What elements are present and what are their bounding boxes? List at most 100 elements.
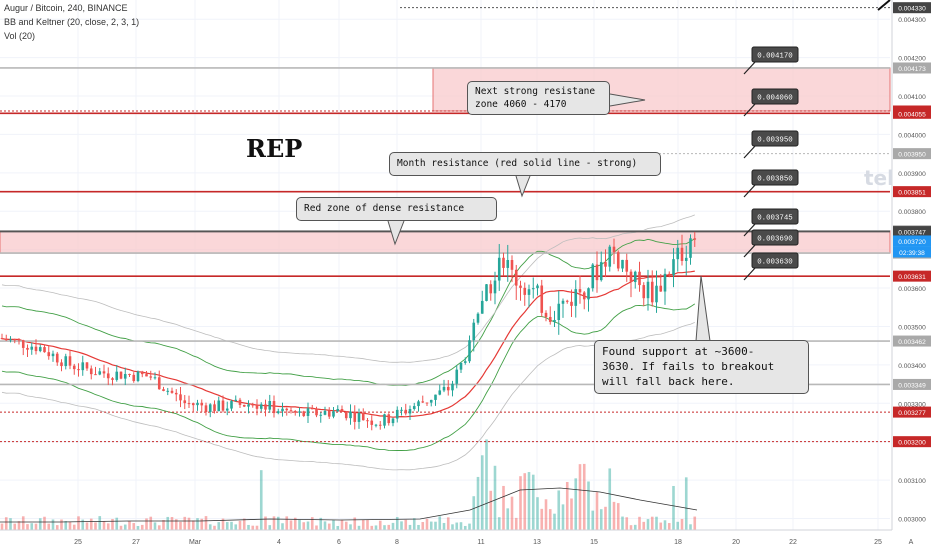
volume-bar (502, 485, 505, 530)
volume-bar (548, 509, 552, 530)
volume-bar (187, 517, 191, 530)
red-zone-callout[interactable]: Red zone of dense resistance (296, 197, 497, 221)
volume-bar (200, 518, 204, 530)
volume-bar (298, 519, 301, 530)
candle-body (166, 390, 170, 392)
found-support-callout[interactable]: Found support at ~3600- 3630. If fails t… (594, 340, 809, 394)
volume-bar (646, 519, 650, 530)
volume-bar (578, 464, 582, 530)
candle-body (417, 401, 420, 407)
candle-body (21, 340, 25, 348)
candle-body (519, 285, 522, 288)
candle-body (119, 371, 123, 379)
candle-body (94, 374, 97, 376)
time-axis: 25 27 Mar 4 6 8 11 13 15 18 20 22 25 A (0, 529, 914, 546)
found-support-pointer (695, 275, 711, 342)
volume-bar (391, 522, 395, 530)
volume-bar (234, 524, 238, 530)
indicator-vol-label[interactable]: Vol (20) (4, 31, 36, 41)
candle-body (149, 376, 153, 378)
candle-body (387, 414, 391, 424)
candle-body (230, 401, 233, 409)
price-tick-label: 0.003800 (898, 209, 926, 216)
candle-body (612, 246, 616, 253)
volume-bar (55, 525, 59, 530)
volume-bar (327, 523, 331, 530)
time-tick-label: 18 (674, 539, 682, 546)
candle-body (115, 371, 119, 380)
candle-body (0, 337, 4, 339)
candle-body (327, 410, 331, 417)
volume-bar (64, 521, 68, 530)
level-tag-box (751, 252, 799, 269)
month-resistance-callout[interactable]: Month resistance (red solid line - stron… (389, 152, 661, 176)
next-resistance-callout[interactable]: Next strong resistane zone 4060 - 4170 (467, 81, 610, 115)
volume-bar (378, 520, 382, 530)
candle-body (128, 373, 131, 375)
volume-bar (115, 517, 119, 530)
level-tag-label: 0.004060 (757, 95, 792, 103)
candle-body (621, 259, 624, 269)
candle-body (81, 362, 85, 371)
volume-bar (510, 496, 514, 530)
candle-body (272, 401, 276, 414)
candle-body (221, 400, 225, 411)
volume-bar (272, 516, 276, 530)
candle-body (72, 365, 76, 370)
level-price-label-bg (893, 148, 931, 160)
volume-bar (136, 525, 140, 530)
volume-bar (285, 516, 289, 530)
candle-body (285, 408, 289, 411)
level-tag-box (751, 130, 799, 147)
indicator-bb-label[interactable]: BB and Keltner (20, close, 2, 3, 1) (4, 17, 140, 27)
candle-body (170, 390, 174, 393)
candle-body (625, 259, 629, 272)
volume-bar (264, 516, 267, 530)
level-tag-pointer (743, 144, 757, 159)
volume-bar (608, 468, 612, 530)
candle-body (225, 408, 229, 411)
volume-bar (565, 481, 569, 530)
candle-body (340, 408, 344, 412)
candle-body (89, 368, 93, 375)
volume-bar (587, 481, 590, 530)
candle-body (604, 262, 607, 267)
candle-body (298, 411, 301, 413)
volume-bar (438, 516, 442, 530)
volume-ma-line (0, 487, 698, 523)
volume-bar (268, 525, 272, 530)
candle-body (383, 414, 386, 426)
price-tick-label: 0.003100 (898, 478, 926, 485)
candle-body (667, 273, 671, 276)
last-price-label-bg (893, 235, 931, 247)
volume-bar (247, 524, 250, 530)
bb-upper-band (1, 238, 696, 386)
volume-bar (17, 521, 21, 530)
candle-body (400, 409, 403, 411)
volume-bar (442, 522, 446, 530)
volume-bar (68, 521, 72, 530)
candle-body (429, 399, 433, 403)
candle-body (255, 404, 259, 409)
volume-bar (174, 519, 178, 530)
level-tag-box (751, 88, 799, 105)
volume-bar (38, 518, 42, 530)
volume-bar (281, 523, 284, 530)
candle-body (451, 383, 454, 391)
candle-body (468, 340, 471, 362)
corner-arrow-icon (877, 0, 891, 11)
candle-body (638, 271, 641, 286)
level-tag-box (751, 229, 799, 246)
time-tick-label: 25 (74, 539, 82, 546)
level-price-label: 0.003462 (898, 339, 926, 346)
volume-bar (527, 472, 531, 530)
candle-body (480, 300, 484, 314)
candle-body (629, 271, 633, 283)
volume-bar (319, 517, 323, 530)
candle-body (599, 262, 603, 281)
candle-body (578, 289, 582, 293)
candle-body (302, 411, 306, 416)
bb-lower-band (1, 303, 696, 452)
volume-bar (153, 522, 157, 530)
